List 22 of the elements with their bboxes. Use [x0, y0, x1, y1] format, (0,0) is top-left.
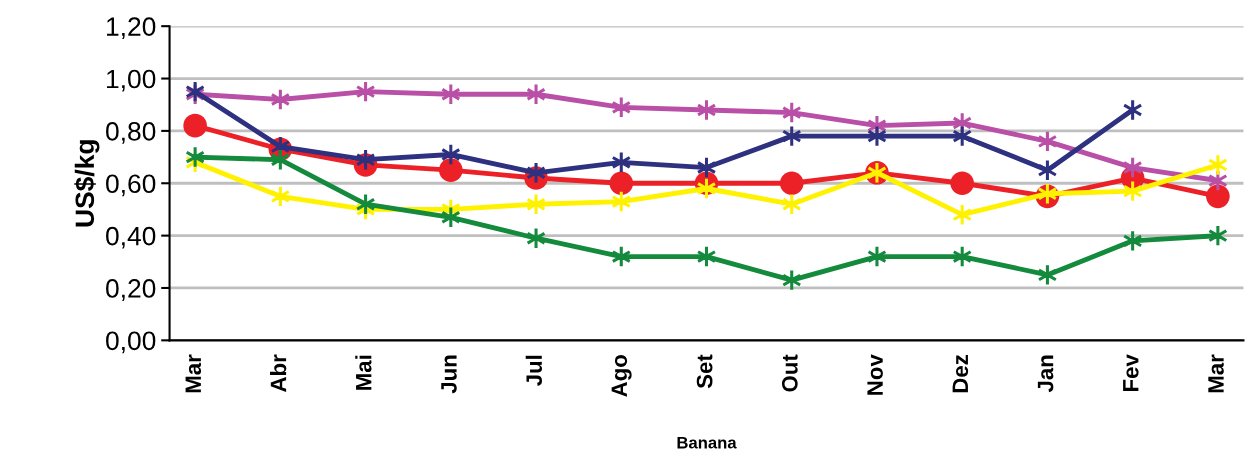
x-tick-label: Mar [185, 354, 202, 393]
y-axis-title: US$/kg [74, 140, 100, 227]
x-tick-label: Nov [867, 354, 883, 395]
x-tick-label: Out [781, 354, 798, 392]
x-tick-label: Mai [355, 355, 372, 390]
y-tick-label: 0,40 [106, 226, 156, 249]
x-tick-label: Set [696, 354, 713, 389]
x-tick-label: Jul [525, 355, 543, 386]
y-tick-label: 0,80 [106, 122, 156, 144]
x-tick-label: Ago [611, 355, 632, 397]
x-tick-label: Abr [270, 354, 287, 392]
x-tick-label: Jun [441, 355, 457, 394]
x-tick-label: Mar [1208, 354, 1224, 393]
y-tick-label: 0,00 [106, 331, 156, 354]
y-tick-label: 0,60 [106, 174, 156, 197]
y-tick-label: 1,20 [107, 17, 156, 40]
x-axis-title: Banana [677, 436, 737, 449]
x-tick-label: Dez [952, 355, 969, 393]
x-tick-label: Jan [1037, 355, 1054, 393]
x-tick-label: Fev [1123, 354, 1139, 392]
y-tick-label: 0,20 [106, 279, 156, 301]
y-tick-label: 1,00 [107, 69, 156, 92]
